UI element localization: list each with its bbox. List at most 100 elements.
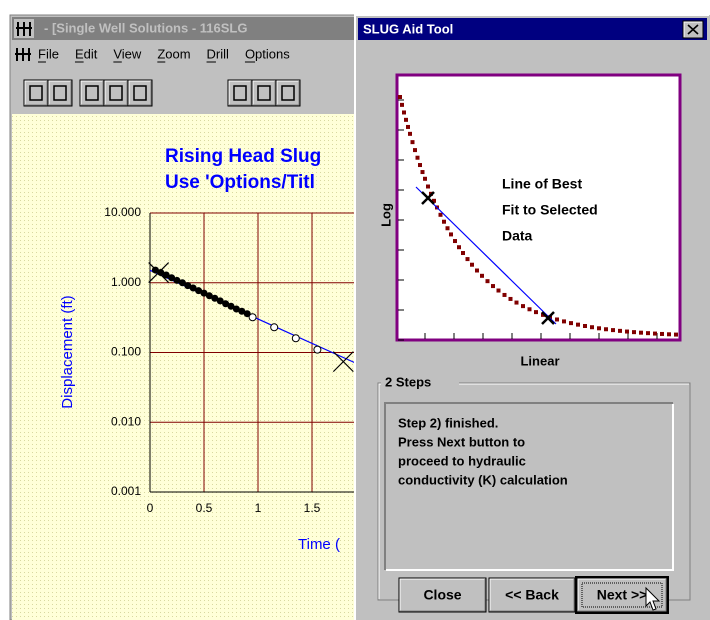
diagram-frame [395, 73, 682, 342]
data-point [291, 334, 300, 343]
diagram-curve-dot [406, 124, 410, 129]
tool-button[interactable] [79, 79, 105, 107]
tool-icon [133, 85, 147, 101]
chart-title: Use 'Options/Titl [165, 172, 315, 193]
message-line: proceed to hydraulic [398, 453, 526, 468]
tool-icon [257, 85, 271, 101]
menu-item[interactable]: Edit [75, 46, 98, 61]
diagram-curve-dot [496, 288, 501, 293]
tool-button[interactable] [23, 79, 49, 107]
message-box [385, 403, 673, 570]
diagram-curve-dot [415, 155, 420, 160]
diagram-curve-dot [402, 110, 406, 115]
button-bevel [228, 80, 251, 105]
data-point [216, 297, 224, 305]
diagram-marker [541, 311, 555, 325]
mouse-cursor [645, 586, 661, 611]
dialog-title: SLUG Aid Tool [363, 21, 453, 36]
button-label[interactable]: Close [423, 587, 461, 603]
diagram-curve-dot [590, 325, 594, 330]
data-point [178, 279, 186, 287]
diagram-curve-dot [442, 219, 446, 224]
diagram-curve-dot [491, 284, 495, 289]
button-shade [49, 81, 72, 106]
message-line: Press Next button to [398, 434, 525, 449]
button-bevel [104, 80, 127, 105]
menu-item[interactable]: View [113, 46, 142, 61]
button-label[interactable]: Next >> [597, 587, 648, 603]
dialog-button[interactable]: Close [398, 577, 487, 613]
diagram-curve-dot [470, 262, 474, 267]
message-line: conductivity (K) calculation [398, 472, 568, 487]
default-border [575, 576, 669, 614]
message-line: Step 2) finished. [398, 415, 498, 430]
button-shade [129, 81, 152, 106]
diagram-curve-dot [420, 170, 425, 175]
message: Step 2) finished. Press Next button to pro… [398, 415, 568, 487]
diagram-marker [421, 191, 435, 205]
diagram-curve-dot [457, 245, 461, 250]
button-face [275, 79, 301, 107]
main-title-bar [12, 17, 355, 40]
tool-icon [29, 85, 43, 101]
diagram-curve-dot [639, 330, 643, 335]
tool-button[interactable] [127, 79, 153, 107]
diagram-text: Data [502, 228, 533, 244]
tool-button[interactable] [251, 79, 277, 107]
y-tick-label: 10.000 [104, 205, 141, 219]
diagram-curve-dot [653, 331, 657, 336]
data-point [270, 323, 279, 332]
buttons: Close << Back Next >> [398, 576, 669, 614]
diagram-curve-dot [611, 328, 615, 333]
button-label[interactable]: << Back [505, 587, 559, 603]
tool-icon [53, 85, 67, 101]
button-shade [253, 81, 276, 106]
diagram-curve-dot [618, 328, 622, 333]
close-button[interactable] [682, 20, 704, 39]
menu-item[interactable]: Options [245, 46, 290, 61]
tool-button[interactable] [47, 79, 73, 107]
diagram-curve-dot [667, 332, 671, 337]
button-shade [25, 81, 48, 106]
data-point [168, 274, 176, 282]
button-face [251, 79, 277, 107]
button-bevel [276, 80, 299, 105]
dialog-button[interactable]: << Back [488, 577, 576, 613]
button-bevel [128, 80, 151, 105]
button-shade [578, 579, 667, 612]
menu-item[interactable]: Drill [207, 46, 229, 61]
y-tick-label: 0.001 [111, 484, 141, 498]
data-point [173, 276, 181, 284]
button-face [47, 79, 73, 107]
diagram-curve-dot [445, 226, 450, 231]
data-point [205, 292, 213, 300]
diagram-curve-dot [408, 131, 412, 136]
tool-button[interactable] [275, 79, 301, 107]
x-tick-label: 1.5 [304, 501, 321, 515]
button-shade [105, 81, 128, 106]
diagram-curve-dot [438, 212, 443, 217]
diagram-curve-dot [597, 326, 601, 331]
menu-bar [12, 41, 355, 67]
button-shade [490, 579, 575, 612]
tool-icon [85, 85, 99, 101]
button-face [488, 577, 576, 613]
button-shade [229, 81, 252, 106]
data-point [162, 271, 170, 279]
y-tick-label: 0.100 [111, 345, 141, 359]
tool-button[interactable] [103, 79, 129, 107]
data-point [238, 307, 246, 315]
x-tick-label: 0 [147, 501, 154, 515]
diagram-curve-dot [674, 332, 678, 337]
diagram-curve-dot [576, 322, 580, 327]
x-tick-label: 0.5 [196, 501, 213, 515]
diagram-y-label: Log [378, 203, 393, 227]
dialog-title-bar [358, 18, 707, 40]
menu-item[interactable]: Zoom [157, 46, 190, 61]
dialog-button[interactable]: Next >> [575, 576, 669, 614]
doc-icon [14, 45, 32, 63]
tool-button[interactable] [227, 79, 253, 107]
data-point [232, 305, 240, 313]
menu-item[interactable]: File [38, 46, 59, 61]
